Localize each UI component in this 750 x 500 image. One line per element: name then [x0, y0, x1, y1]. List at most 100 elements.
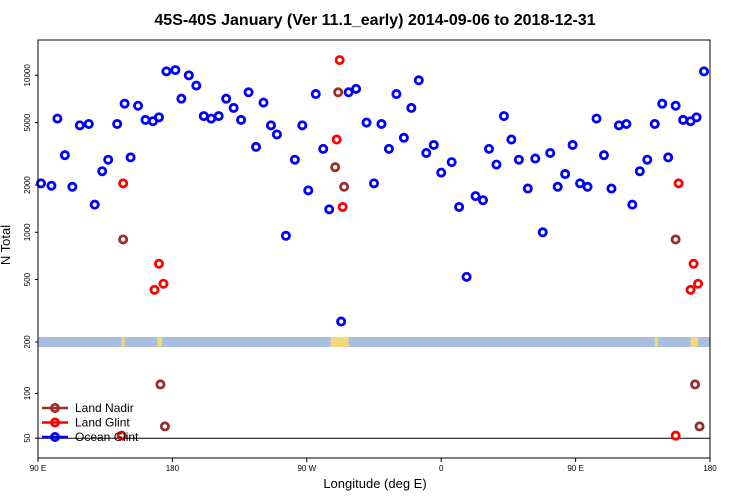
- data-point: [545, 148, 556, 159]
- data-point: [243, 87, 254, 98]
- legend-swatch-marker: [50, 402, 61, 413]
- y-tick-label: 5000: [23, 113, 32, 131]
- data-point: [334, 55, 345, 66]
- data-point: [155, 379, 166, 390]
- data-point: [251, 141, 262, 152]
- data-point: [191, 80, 202, 91]
- data-point: [383, 143, 394, 154]
- y-tick-label: 200: [23, 335, 32, 349]
- y-axis-label: N Total: [0, 225, 13, 265]
- data-point: [140, 114, 151, 125]
- data-point: [351, 83, 362, 94]
- data-point: [613, 120, 624, 131]
- legend-label: Ocean Glint: [75, 430, 139, 444]
- data-point: [673, 178, 684, 189]
- x-axis-label: Longitude (deg E): [323, 476, 426, 491]
- data-point: [621, 118, 632, 129]
- legend-label: Land Glint: [75, 416, 130, 430]
- legend-swatch-marker: [50, 417, 61, 428]
- data-point: [228, 102, 239, 113]
- data-point: [575, 178, 586, 189]
- data-point: [649, 118, 660, 129]
- data-point: [606, 183, 617, 194]
- data-point: [339, 181, 350, 192]
- legend-swatch-marker: [50, 431, 61, 442]
- data-point: [149, 284, 160, 295]
- chart-title: 45S-40S January (Ver 11.1_early) 2014-09…: [154, 12, 595, 29]
- data-point: [183, 70, 194, 81]
- data-point: [567, 139, 578, 150]
- land-segment: [157, 337, 162, 347]
- data-point: [413, 75, 424, 86]
- x-tick-label: 90 E: [567, 464, 583, 473]
- data-point: [406, 102, 417, 113]
- data-point: [368, 178, 379, 189]
- data-point: [454, 201, 465, 212]
- data-point: [236, 114, 247, 125]
- data-point: [336, 316, 347, 327]
- data-point: [688, 258, 699, 269]
- data-marks: [35, 55, 710, 441]
- data-point: [598, 150, 609, 161]
- data-point: [337, 201, 348, 212]
- data-point: [265, 120, 276, 131]
- y-tick-label: 2000: [23, 176, 32, 194]
- y-tick-label: 500: [23, 272, 32, 286]
- land-segment: [654, 337, 658, 347]
- land-segment: [121, 337, 125, 347]
- data-point: [513, 154, 524, 165]
- data-point: [170, 65, 181, 76]
- land-segment: [330, 337, 349, 347]
- data-point: [103, 154, 114, 165]
- data-point: [560, 169, 571, 180]
- data-point: [663, 152, 674, 163]
- data-point: [591, 113, 602, 124]
- data-point: [461, 271, 472, 282]
- plot-frame: [37, 39, 711, 459]
- data-point: [670, 100, 681, 111]
- data-point: [271, 129, 282, 140]
- legend-label: Land Nadir: [75, 401, 134, 415]
- land-mask-band: [38, 337, 710, 347]
- data-point: [213, 111, 224, 122]
- data-point: [74, 120, 85, 131]
- data-point: [670, 430, 681, 441]
- land-segment: [690, 337, 699, 347]
- data-point: [221, 93, 232, 104]
- data-point: [67, 181, 78, 192]
- data-point: [333, 87, 344, 98]
- data-point: [35, 178, 46, 189]
- data-point: [280, 230, 291, 241]
- data-point: [118, 234, 129, 245]
- data-point: [46, 180, 57, 191]
- data-point: [330, 162, 341, 173]
- data-point: [324, 204, 335, 215]
- data-point: [690, 379, 701, 390]
- data-point: [52, 113, 63, 124]
- data-point: [89, 199, 100, 210]
- data-point: [158, 278, 169, 289]
- x-tick-label: 0: [439, 464, 444, 473]
- data-point: [59, 150, 70, 161]
- data-point: [506, 134, 517, 145]
- y-tick-label: 100: [23, 386, 32, 400]
- x-tick-label: 180: [703, 464, 717, 473]
- data-point: [634, 166, 645, 177]
- data-point: [582, 181, 593, 192]
- data-point: [391, 89, 402, 100]
- data-point: [470, 191, 481, 202]
- data-point: [133, 100, 144, 111]
- y-tick-label: 1000: [23, 223, 32, 241]
- data-point: [289, 154, 300, 165]
- data-point: [642, 154, 653, 165]
- data-point: [398, 132, 409, 143]
- data-point: [685, 284, 696, 295]
- data-point: [498, 111, 509, 122]
- data-point: [159, 421, 170, 432]
- axes: 200 500 1000 2000 5000 10000 50 100 90 E 180 90 W 0…: [23, 64, 717, 473]
- data-point: [699, 66, 710, 77]
- data-point: [116, 430, 127, 441]
- data-point: [119, 98, 130, 109]
- data-point: [176, 93, 187, 104]
